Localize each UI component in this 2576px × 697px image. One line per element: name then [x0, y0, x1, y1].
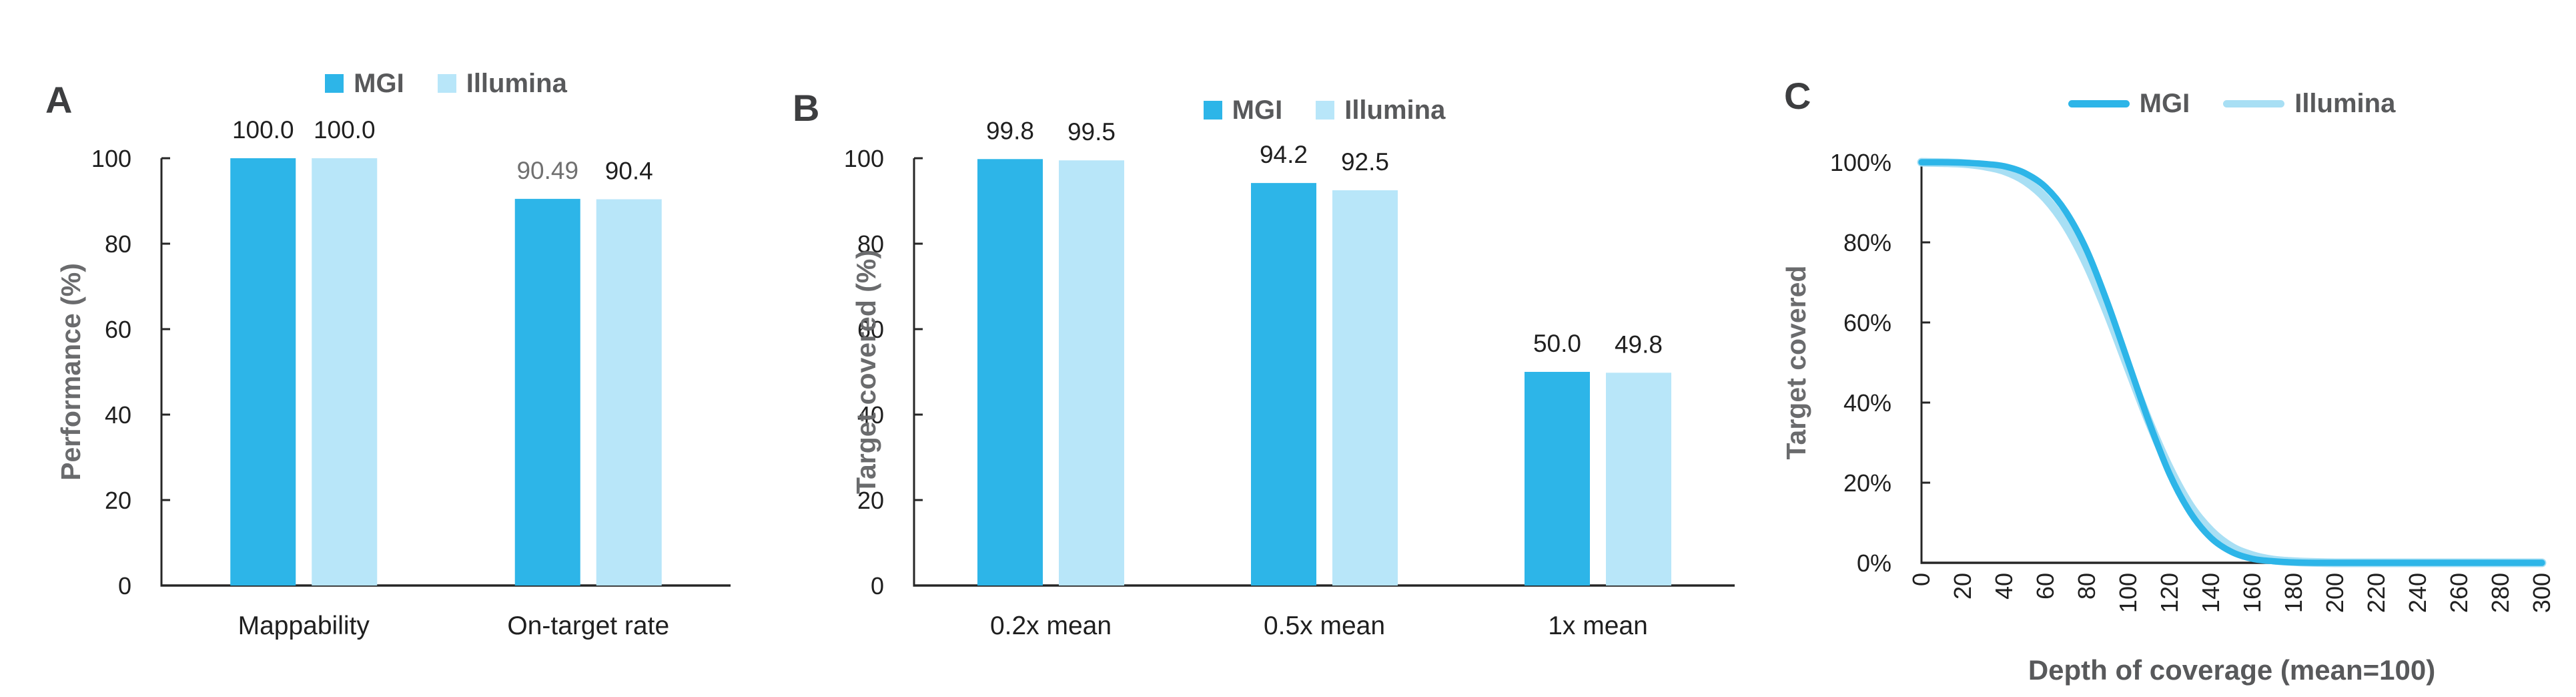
mgi-line-swatch-icon	[2068, 99, 2130, 107]
bar-illumina-0	[312, 158, 378, 586]
y-tick-label: 100	[91, 145, 131, 172]
category-label: 1x mean	[1548, 612, 1648, 640]
x-tick-label: 60	[2032, 573, 2059, 600]
y-tick-label: 20%	[1843, 469, 1891, 497]
legend-item-illumina: Illumina	[2223, 90, 2395, 117]
illumina-swatch-icon	[437, 74, 456, 93]
value-label: 49.8	[1615, 330, 1663, 358]
x-tick-label: 20	[1949, 573, 1976, 600]
x-tick-label: 300	[2528, 573, 2555, 613]
value-label: 94.2	[1260, 141, 1308, 168]
legend-label-illumina: Illumina	[2294, 89, 2396, 118]
panel-c-letter: C	[1784, 75, 1811, 117]
x-tick-label: 280	[2487, 573, 2514, 613]
y-axis-title: Performance (%)	[55, 263, 86, 481]
bar-illumina-0	[1059, 160, 1124, 586]
legend-item-mgi: MGI	[2068, 90, 2190, 117]
value-label: 100.0	[232, 116, 294, 144]
legend-label-illumina: Illumina	[1344, 95, 1446, 125]
x-tick-label: 220	[2363, 573, 2390, 613]
y-tick-label: 0%	[1857, 549, 1891, 577]
legend-label-mgi: MGI	[1232, 95, 1283, 125]
panel-b-letter: B	[793, 87, 820, 129]
y-tick-label: 40	[857, 401, 884, 429]
legend-item-mgi: MGI	[1203, 95, 1283, 125]
y-tick-label: 60%	[1843, 309, 1891, 336]
mgi-swatch-icon	[325, 74, 344, 93]
y-tick-label: 80	[857, 230, 884, 258]
legend-panel-c: MGI Illumina	[1921, 88, 2542, 119]
bar-mgi-0	[977, 159, 1043, 586]
illumina-swatch-icon	[1316, 101, 1335, 120]
bar-illumina-1	[1332, 190, 1398, 586]
category-label: 0.2x mean	[990, 612, 1112, 640]
illumina-line-swatch-icon	[2223, 99, 2285, 107]
x-tick-label: 120	[2156, 573, 2183, 613]
legend-panel-b: MGI Illumina	[914, 95, 1735, 126]
x-tick-label: 240	[2404, 573, 2431, 613]
legend-item-illumina: Illumina	[1316, 97, 1445, 124]
value-label: 90.49	[516, 157, 578, 184]
bar-illumina-2	[1606, 373, 1671, 586]
value-label: 99.8	[986, 117, 1034, 144]
value-label: 100.0	[314, 116, 376, 144]
category-label: 0.5x mean	[1264, 612, 1385, 640]
category-label: On-target rate	[507, 612, 669, 640]
legend-item-mgi: MGI	[325, 70, 404, 97]
bar-mgi-0	[230, 158, 296, 586]
x-tick-label: 80	[2073, 573, 2100, 600]
bar-illumina-1	[596, 199, 662, 586]
mgi-swatch-icon	[1203, 101, 1222, 120]
y-axis-title: Target covered (%)	[851, 250, 881, 494]
legend-label-mgi: MGI	[2139, 89, 2190, 118]
x-axis-title: Depth of coverage (mean=100)	[2028, 654, 2435, 686]
x-tick-label: 40	[1990, 573, 2018, 600]
y-tick-label: 60	[105, 316, 131, 343]
legend-panel-a: MGI Illumina	[161, 68, 731, 99]
value-label: 99.5	[1067, 118, 1116, 146]
value-label: 90.4	[605, 157, 653, 184]
y-tick-label: 100	[844, 145, 884, 172]
x-tick-label: 0	[1907, 573, 1935, 586]
legend-item-illumina: Illumina	[437, 69, 567, 98]
panel-a-letter: A	[45, 79, 73, 121]
x-tick-label: 160	[2238, 573, 2266, 613]
y-tick-label: 80	[105, 230, 131, 258]
y-axis-title: Target covered	[1781, 266, 1811, 460]
y-tick-label: 80%	[1843, 229, 1891, 256]
y-tick-label: 0	[118, 572, 131, 600]
y-tick-label: 40	[105, 401, 131, 429]
bar-mgi-1	[1251, 183, 1316, 586]
legend-label-illumina: Illumina	[466, 69, 567, 98]
y-tick-label: 20	[857, 487, 884, 514]
x-tick-label: 260	[2445, 573, 2473, 613]
value-label: 92.5	[1341, 148, 1389, 176]
bar-mgi-2	[1525, 372, 1590, 586]
x-tick-label: 200	[2321, 573, 2348, 613]
curve-illumina	[1917, 158, 2547, 567]
category-label: Mappability	[238, 612, 370, 640]
legend-label-mgi: MGI	[354, 69, 404, 98]
y-tick-label: 0	[871, 572, 884, 600]
y-tick-label: 40%	[1843, 389, 1891, 417]
x-tick-label: 100	[2114, 573, 2142, 613]
y-tick-label: 20	[105, 487, 131, 514]
curve-mgi	[1918, 159, 2545, 566]
y-tick-label: 100%	[1830, 149, 1891, 176]
bar-mgi-1	[514, 198, 580, 586]
x-tick-label: 180	[2280, 573, 2307, 613]
x-tick-label: 140	[2197, 573, 2224, 613]
value-label: 50.0	[1533, 330, 1581, 357]
y-tick-label: 60	[857, 316, 884, 343]
